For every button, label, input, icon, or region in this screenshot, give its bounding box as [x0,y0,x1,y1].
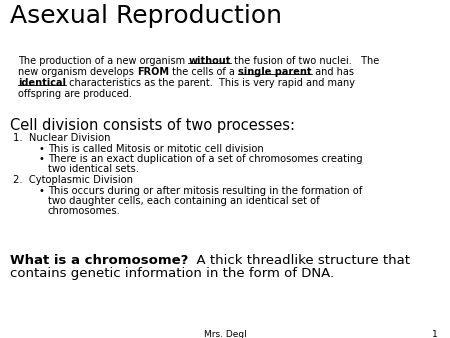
Text: Mrs. Degl: Mrs. Degl [203,330,247,338]
Text: contains genetic information in the form of DNA.: contains genetic information in the form… [10,267,334,280]
Text: There is an exact duplication of a set of chromosomes creating: There is an exact duplication of a set o… [48,154,363,164]
Text: and has: and has [311,67,354,77]
Text: 1: 1 [432,330,438,338]
Text: characteristics as the parent.  This is very rapid and many: characteristics as the parent. This is v… [66,78,355,88]
Text: two identical sets.: two identical sets. [48,165,139,174]
Text: single parent: single parent [238,67,311,77]
Text: The production of a new organism: The production of a new organism [18,56,188,66]
Text: A thick threadlike structure that: A thick threadlike structure that [189,254,410,267]
Text: •: • [38,186,44,195]
Text: new organism develops: new organism develops [18,67,137,77]
Text: the cells of a: the cells of a [169,67,238,77]
Text: This occurs during or after mitosis resulting in the formation of: This occurs during or after mitosis resu… [48,186,362,195]
Text: This is called Mitosis or mitotic cell division: This is called Mitosis or mitotic cell d… [48,144,264,153]
Text: the fusion of two nuclei.   The: the fusion of two nuclei. The [230,56,379,66]
Text: Asexual Reproduction: Asexual Reproduction [10,4,282,28]
Text: 1.  Nuclear Division: 1. Nuclear Division [13,133,111,143]
Text: •: • [38,154,44,164]
Text: chromosomes.: chromosomes. [48,207,121,217]
Text: identical: identical [18,78,66,88]
Text: •: • [38,144,44,153]
Text: What is a chromosome?: What is a chromosome? [10,254,189,267]
Text: Cell division consists of two processes:: Cell division consists of two processes: [10,118,295,133]
Text: without: without [188,56,230,66]
Text: 2.  Cytoplasmic Division: 2. Cytoplasmic Division [13,175,133,185]
Text: two daughter cells, each containing an identical set of: two daughter cells, each containing an i… [48,196,320,206]
Text: FROM: FROM [137,67,169,77]
Text: offspring are produced.: offspring are produced. [18,89,132,99]
